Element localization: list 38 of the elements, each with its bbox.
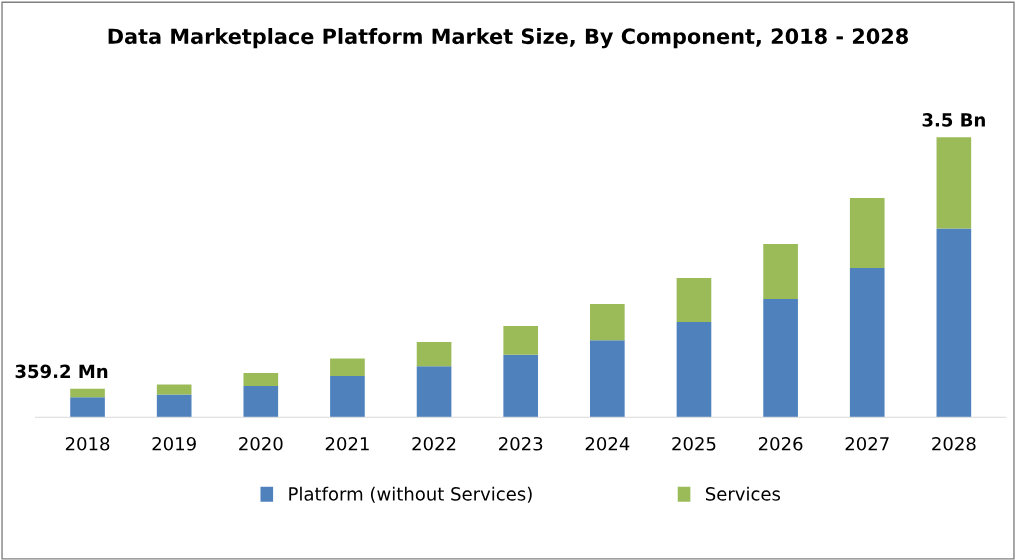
x-tick-label: 2026 bbox=[758, 436, 803, 451]
bar bbox=[936, 228, 972, 418]
annotation: 359.2 Mn bbox=[15, 364, 108, 379]
bar bbox=[503, 325, 539, 355]
x-tick-label: 2023 bbox=[499, 436, 543, 451]
bar bbox=[763, 243, 798, 300]
x-tick-label: 2021 bbox=[325, 436, 369, 451]
x-tick-label: 2025 bbox=[672, 436, 716, 451]
bar bbox=[330, 358, 365, 377]
x-tick-label: 2019 bbox=[152, 436, 196, 451]
bar bbox=[70, 397, 105, 418]
legend-label: Services bbox=[705, 486, 781, 501]
bar bbox=[849, 267, 885, 418]
legend-label: Platform (without Services) bbox=[289, 486, 532, 503]
x-tick-label: 2020 bbox=[239, 436, 283, 451]
x-tick-label: 2028 bbox=[932, 436, 976, 451]
bar bbox=[416, 341, 452, 367]
bar bbox=[243, 372, 279, 387]
bar bbox=[590, 304, 625, 341]
x-tick-label: 2024 bbox=[585, 436, 630, 451]
bar bbox=[156, 394, 192, 418]
bar bbox=[849, 197, 885, 268]
x-tick-label: 2022 bbox=[412, 436, 456, 451]
chart-title: Data Marketplace Platform Market Size, By Component, 2018 - 2028 bbox=[108, 28, 908, 49]
bar bbox=[676, 322, 712, 418]
bar bbox=[156, 384, 192, 395]
x-tick-label: 2027 bbox=[845, 436, 889, 451]
bar bbox=[763, 299, 798, 418]
bar bbox=[590, 340, 625, 418]
bar bbox=[676, 278, 712, 322]
bar bbox=[330, 376, 365, 418]
bar bbox=[503, 354, 539, 418]
bar bbox=[416, 366, 452, 418]
bar bbox=[70, 388, 105, 398]
bar bbox=[936, 137, 972, 229]
bar bbox=[243, 386, 279, 418]
x-tick-label: 2018 bbox=[65, 436, 110, 451]
annotation: 3.5 Bn bbox=[922, 113, 985, 127]
